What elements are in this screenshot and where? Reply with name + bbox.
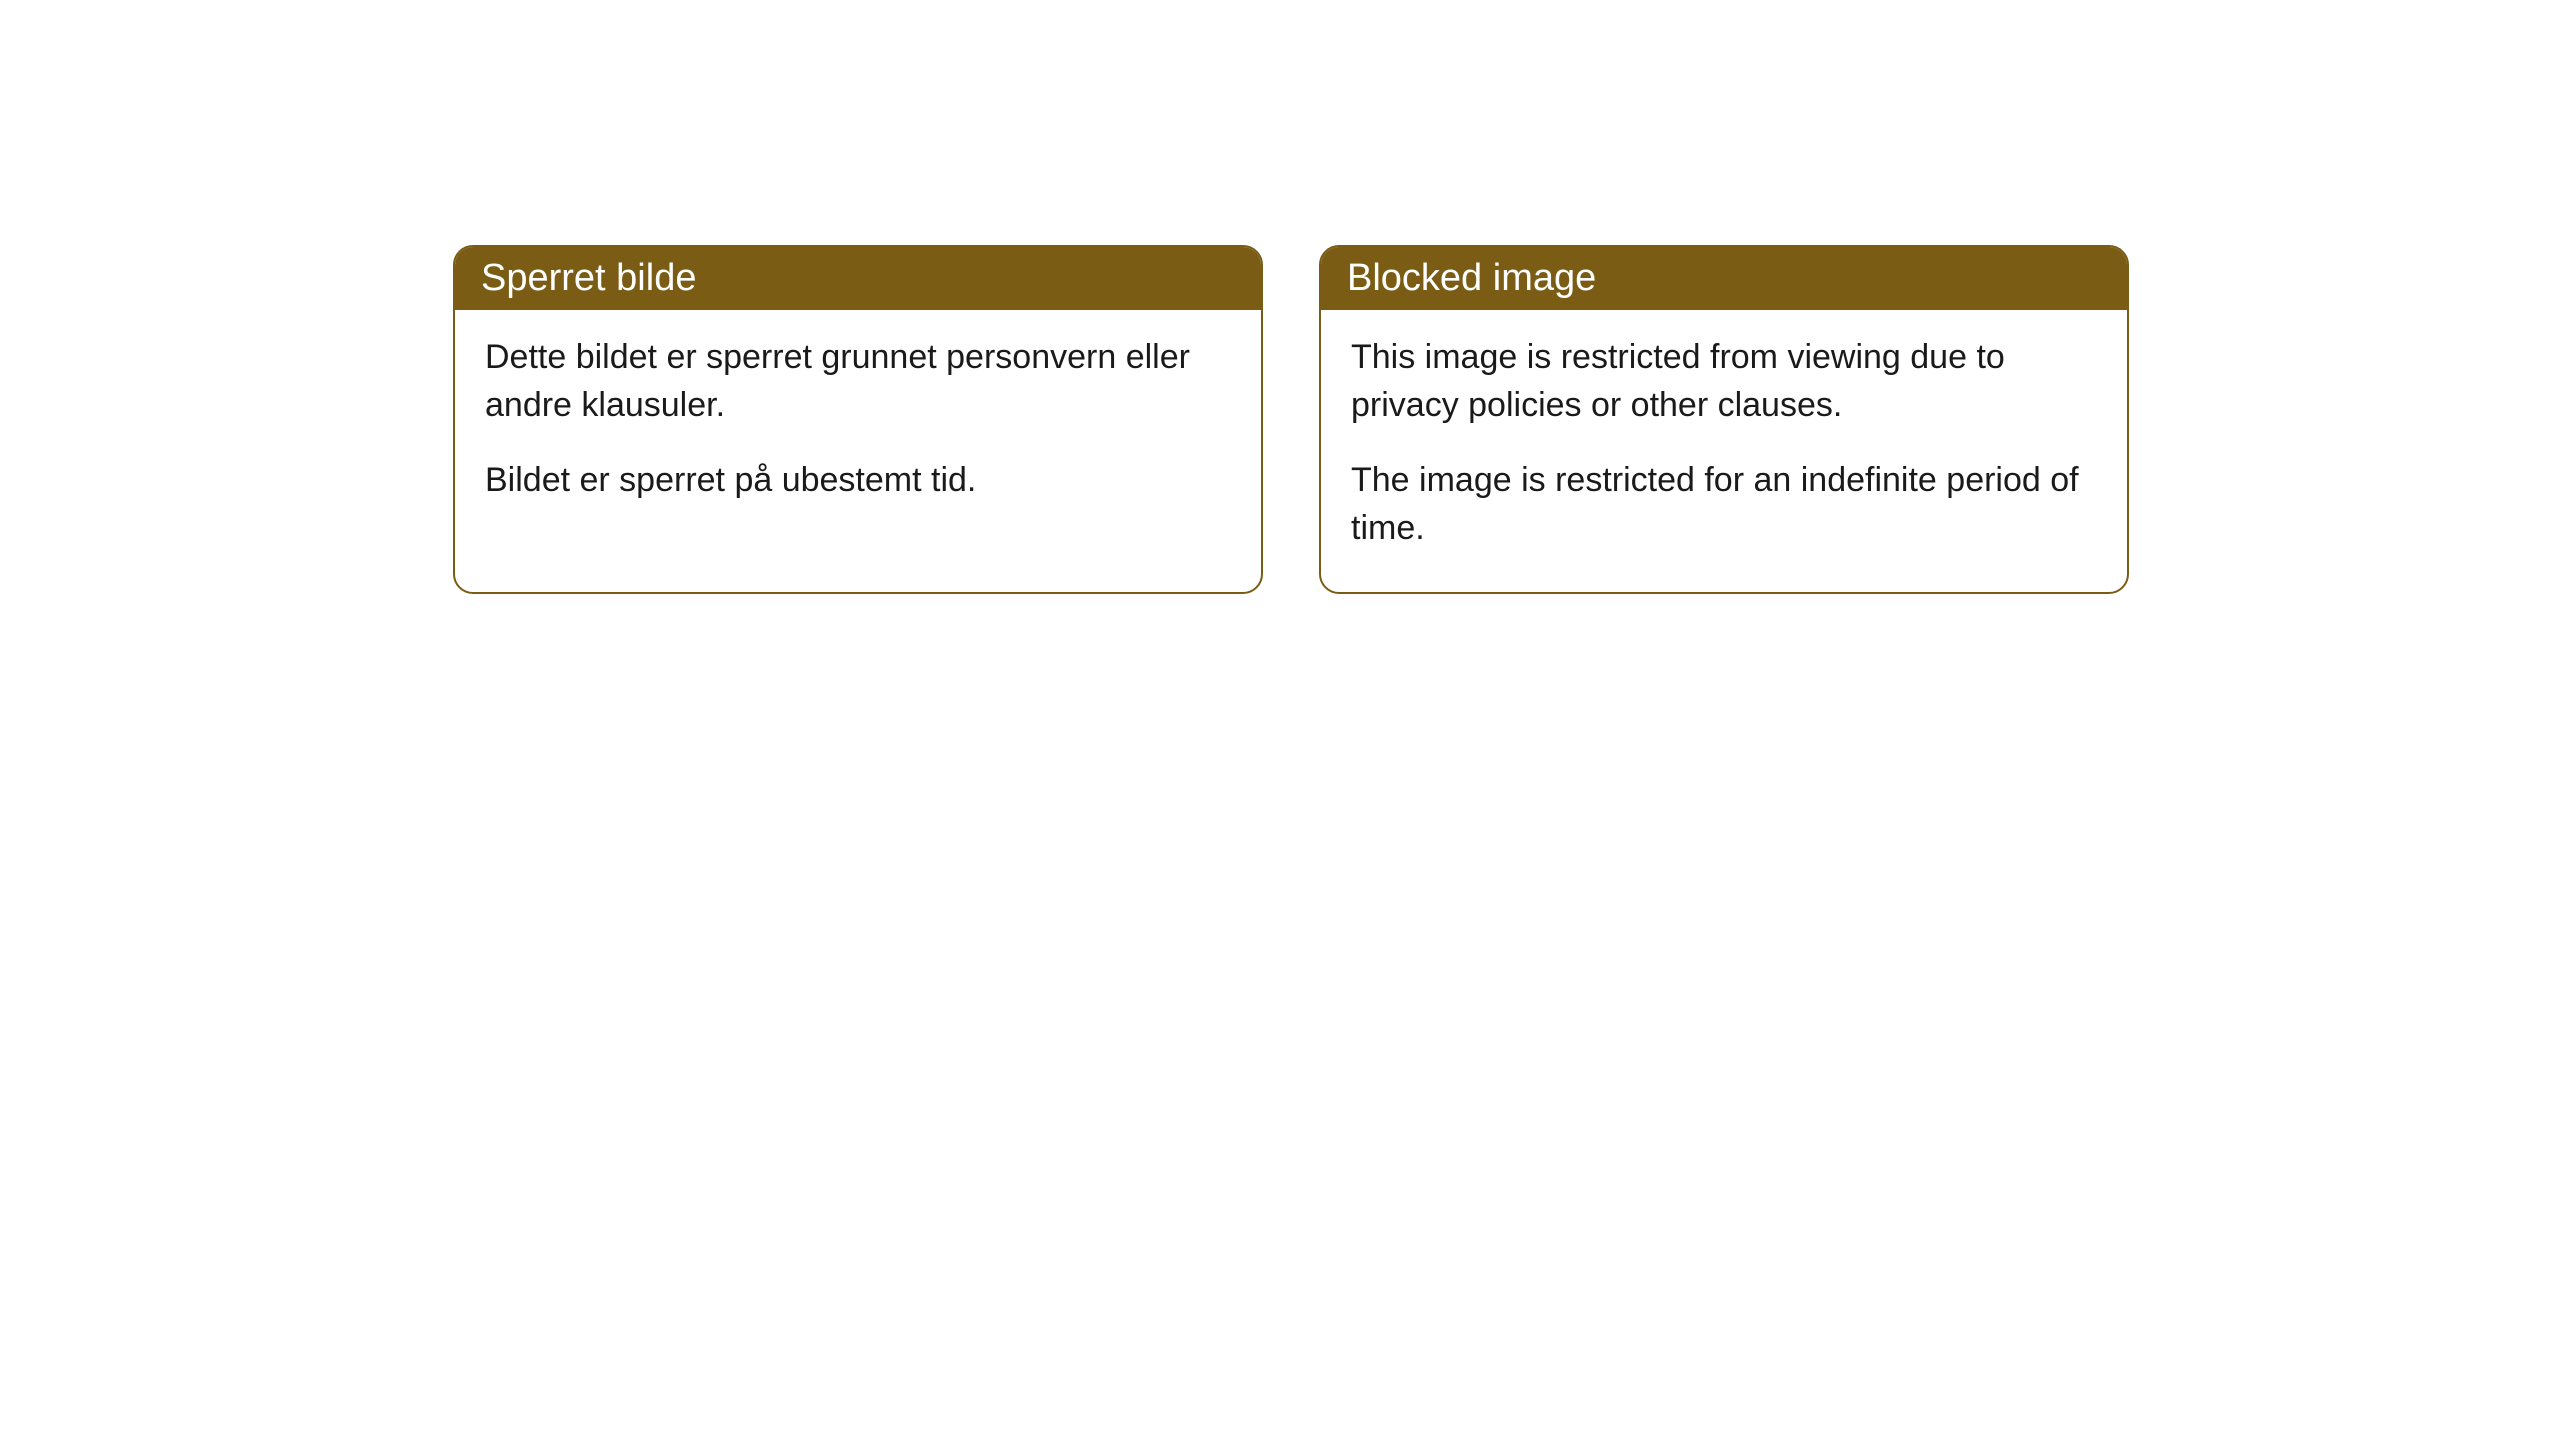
cards-container: Sperret bilde Dette bildet er sperret gr… xyxy=(453,245,2129,594)
card-body: Dette bildet er sperret grunnet personve… xyxy=(455,310,1261,545)
card-blocked-image-no: Sperret bilde Dette bildet er sperret gr… xyxy=(453,245,1263,594)
card-title: Sperret bilde xyxy=(481,257,696,299)
card-body: This image is restricted from viewing du… xyxy=(1321,310,2127,592)
card-blocked-image-en: Blocked image This image is restricted f… xyxy=(1319,245,2129,594)
card-header: Blocked image xyxy=(1321,247,2127,310)
card-header: Sperret bilde xyxy=(455,247,1261,310)
card-paragraph: This image is restricted from viewing du… xyxy=(1351,334,2097,429)
card-paragraph: The image is restricted for an indefinit… xyxy=(1351,457,2097,552)
card-paragraph: Dette bildet er sperret grunnet personve… xyxy=(485,334,1231,429)
card-paragraph: Bildet er sperret på ubestemt tid. xyxy=(485,457,1231,505)
card-title: Blocked image xyxy=(1347,257,1596,299)
